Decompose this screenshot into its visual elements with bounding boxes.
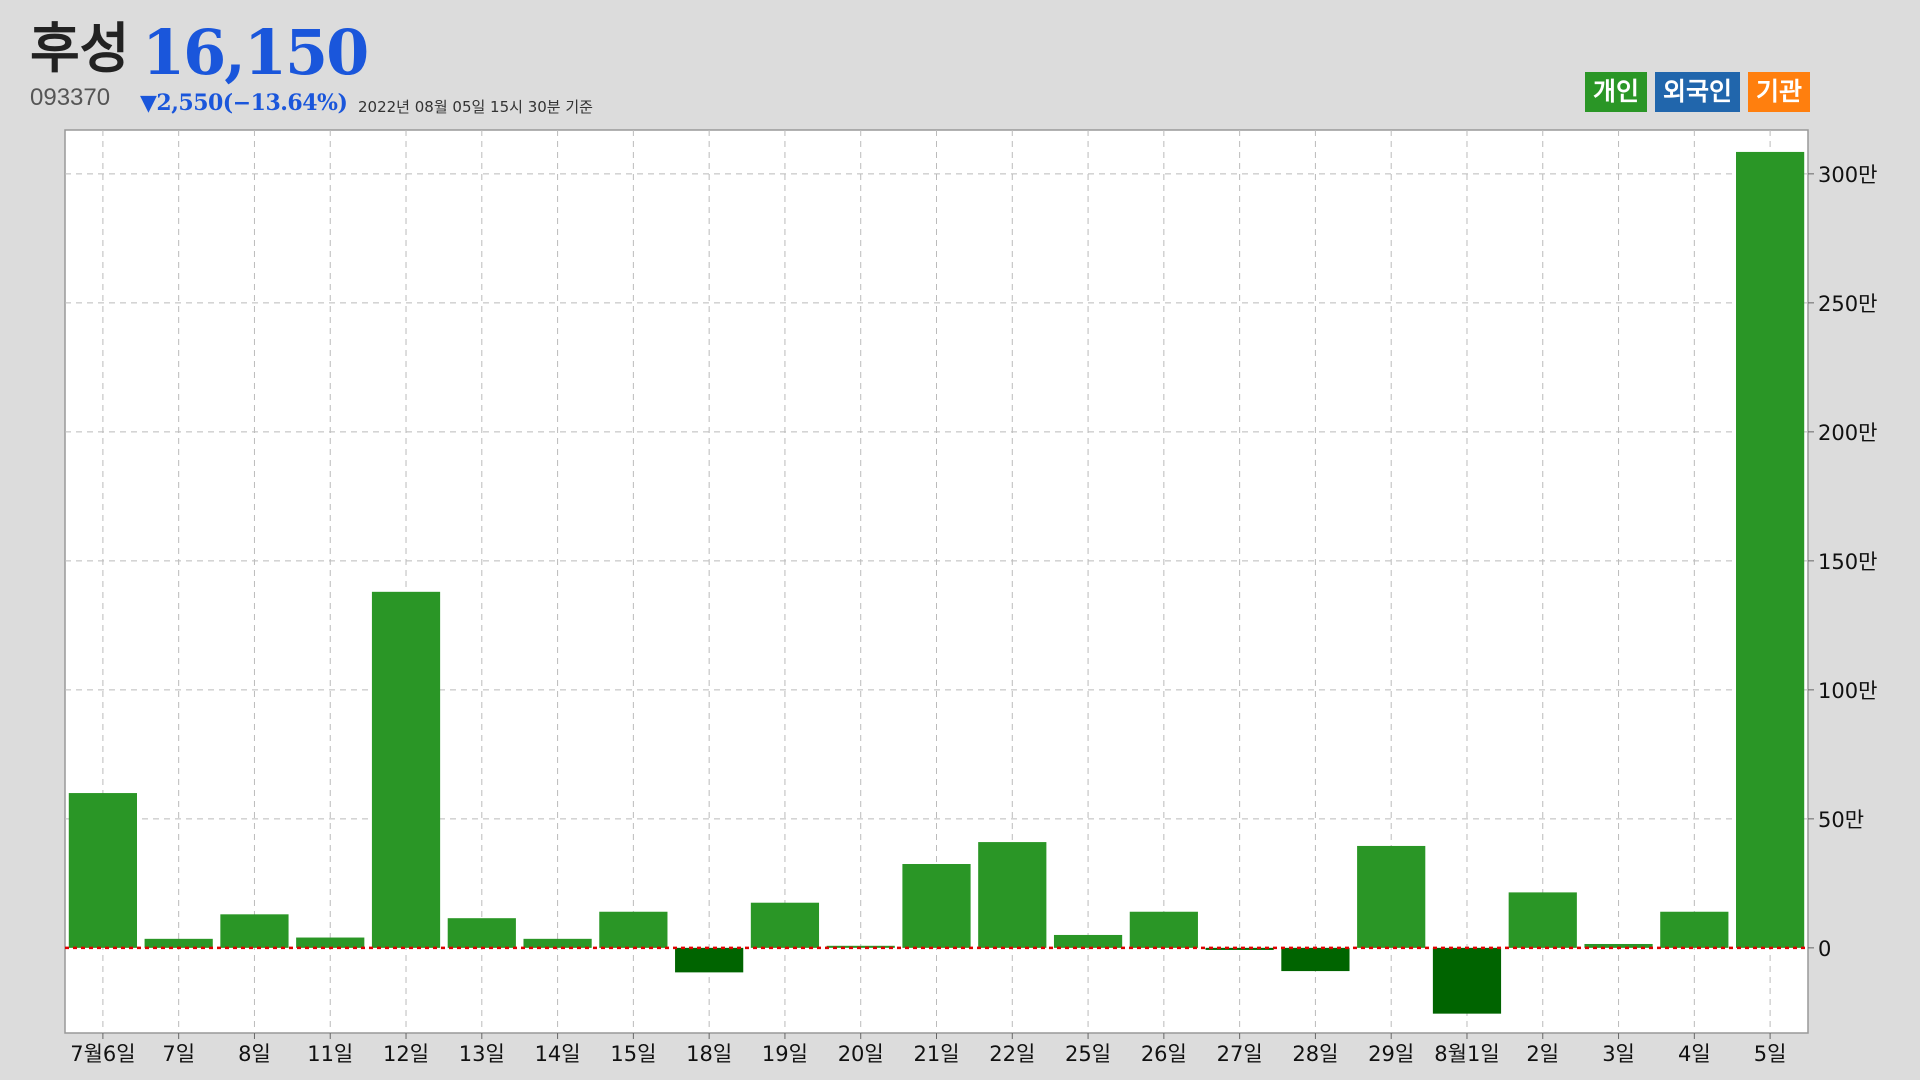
x-axis-ticks: 7월6일 7일 8일 11일 12일 13일 14일 15일 18일 19일 20일 21일 22일 25… (70, 1033, 1786, 1066)
legend-item-foreign[interactable]: 외국인 (1654, 72, 1740, 112)
x-tick-label: 3일 (1602, 1042, 1635, 1066)
stock-code: 093370 (30, 84, 111, 111)
x-tick-label: 8월1일 (1434, 1042, 1499, 1066)
legend: 개인 외국인 기관 (1584, 72, 1810, 112)
bar-series (68, 151, 1805, 1014)
as-of-timestamp: 2022년 08월 05일 15시 30분 기준 (358, 98, 593, 116)
x-tick-label: 25일 (1065, 1042, 1111, 1066)
x-tick-label: 5일 (1754, 1042, 1787, 1066)
bar[interactable] (1660, 911, 1729, 948)
bar[interactable] (220, 914, 289, 948)
bar[interactable] (675, 947, 744, 973)
bar[interactable] (1205, 947, 1274, 950)
bar[interactable] (750, 902, 820, 948)
bar[interactable] (371, 591, 441, 948)
bar[interactable] (1053, 934, 1123, 948)
x-tick-label: 20일 (838, 1042, 884, 1066)
x-tick-label: 13일 (459, 1042, 505, 1066)
bar[interactable] (1432, 947, 1502, 1014)
bar[interactable] (1584, 943, 1653, 948)
x-tick-label: 18일 (686, 1042, 732, 1066)
x-tick-label: 7월6일 (70, 1042, 135, 1066)
x-tick-label: 29일 (1368, 1042, 1414, 1066)
bar[interactable] (599, 911, 668, 948)
bar[interactable] (68, 793, 137, 948)
y-tick-label: 150만 (1818, 550, 1877, 574)
legend-item-individual[interactable]: 개인 (1584, 72, 1647, 112)
x-tick-label: 12일 (383, 1042, 429, 1066)
x-tick-label: 22일 (989, 1042, 1035, 1066)
stock-price: 16,150 (142, 16, 369, 89)
y-tick-label: 300만 (1818, 163, 1877, 187)
bar[interactable] (447, 918, 516, 948)
x-tick-label: 26일 (1141, 1042, 1187, 1066)
x-tick-label: 14일 (535, 1042, 581, 1066)
bar[interactable] (1357, 845, 1426, 948)
x-tick-label: 7일 (162, 1042, 195, 1066)
y-axis-ticks: 0 50만 100만 150만 200만 250만 300만 (1808, 163, 1877, 961)
bar[interactable] (1129, 911, 1198, 948)
y-tick-label: 200만 (1818, 421, 1877, 445)
bar[interactable] (1508, 892, 1577, 948)
bar[interactable] (144, 938, 213, 948)
y-tick-label: 0 (1818, 937, 1831, 961)
bar[interactable] (296, 937, 365, 948)
y-tick-label: 100만 (1818, 679, 1877, 703)
x-tick-label: 11일 (307, 1042, 353, 1066)
x-tick-label: 21일 (913, 1042, 959, 1066)
x-tick-label: 27일 (1217, 1042, 1263, 1066)
bar[interactable] (978, 842, 1047, 948)
bar[interactable] (902, 864, 971, 948)
y-tick-label: 250만 (1818, 292, 1877, 316)
bar[interactable] (523, 938, 592, 948)
x-tick-label: 19일 (762, 1042, 808, 1066)
bar[interactable] (1281, 947, 1350, 972)
x-tick-label: 8일 (238, 1042, 271, 1066)
stock-name: 후성 (30, 17, 130, 80)
x-tick-label: 2일 (1526, 1042, 1559, 1066)
price-change: ▼2,550(−13.64%) (140, 90, 348, 116)
chart-header: 후성 16,150 093370 ▼2,550(−13.64%) 2022년 0… (0, 0, 1920, 130)
legend-item-institution[interactable]: 기관 (1747, 72, 1810, 112)
x-tick-label: 4일 (1678, 1042, 1711, 1066)
y-tick-label: 50만 (1818, 808, 1864, 832)
x-tick-label: 28일 (1292, 1042, 1338, 1066)
grid-lines (65, 130, 1808, 1033)
bar[interactable] (1736, 151, 1805, 948)
x-tick-label: 15일 (610, 1042, 656, 1066)
